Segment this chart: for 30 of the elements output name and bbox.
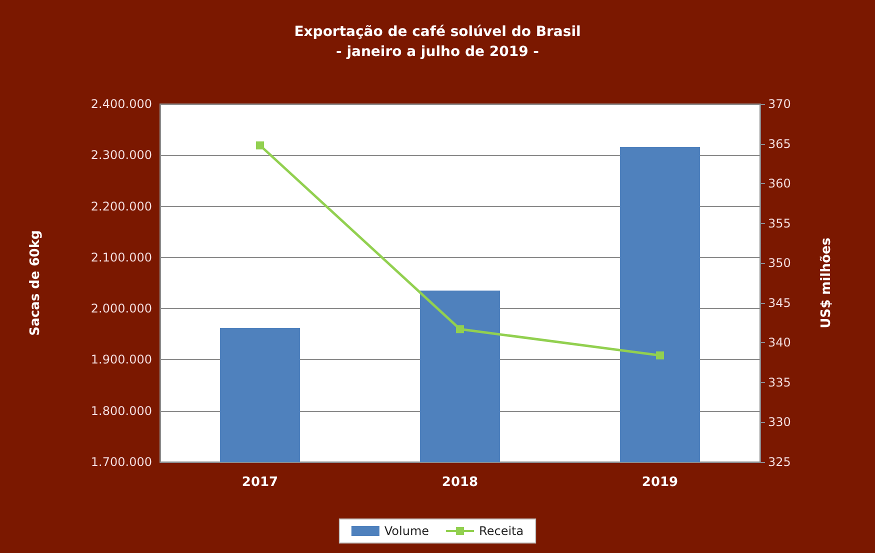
y-tick-label: 1.900.000 [90, 352, 152, 367]
y2-tick-label: 370 [768, 97, 791, 111]
chart-subtitle: - janeiro a julho de 2019 - [336, 44, 540, 60]
y-tick-label: 2.400.000 [90, 97, 152, 111]
y-tick-label: 2.200.000 [90, 199, 152, 214]
chart-title: Exportação de café solúvel do Brasil [294, 24, 581, 40]
y2-tick-label: 355 [768, 216, 791, 230]
x-tick-label: 2017 [242, 475, 278, 490]
y-tick-label: 2.300.000 [90, 148, 152, 162]
y2-tick-label: 340 [768, 336, 791, 350]
y2-tick-label: 335 [768, 375, 791, 390]
x-tick-label: 2019 [642, 475, 678, 490]
y2-tick-label: 330 [768, 415, 791, 430]
y2-tick-label: 360 [768, 176, 791, 191]
point [656, 351, 664, 360]
legend-label: Volume [384, 524, 430, 538]
x-tick-label: 2018 [442, 475, 478, 490]
y2-axis-title: US$ milhões [819, 237, 834, 328]
y-tick-label: 1.700.000 [90, 455, 152, 469]
point [456, 325, 464, 334]
point [256, 141, 264, 150]
y-axis-title: Sacas de 60kg [28, 230, 43, 336]
y-tick-label: 1.800.000 [90, 404, 152, 418]
y2-tick-label: 325 [768, 455, 791, 469]
y2-tick-label: 350 [768, 256, 791, 270]
y2-tick-label: 365 [768, 136, 791, 151]
legend-label: Receita [479, 524, 524, 538]
y2-tick-label: 345 [768, 296, 791, 310]
y-tick-label: 2.000.000 [90, 302, 152, 316]
y-tick-label: 2.100.000 [90, 250, 152, 264]
